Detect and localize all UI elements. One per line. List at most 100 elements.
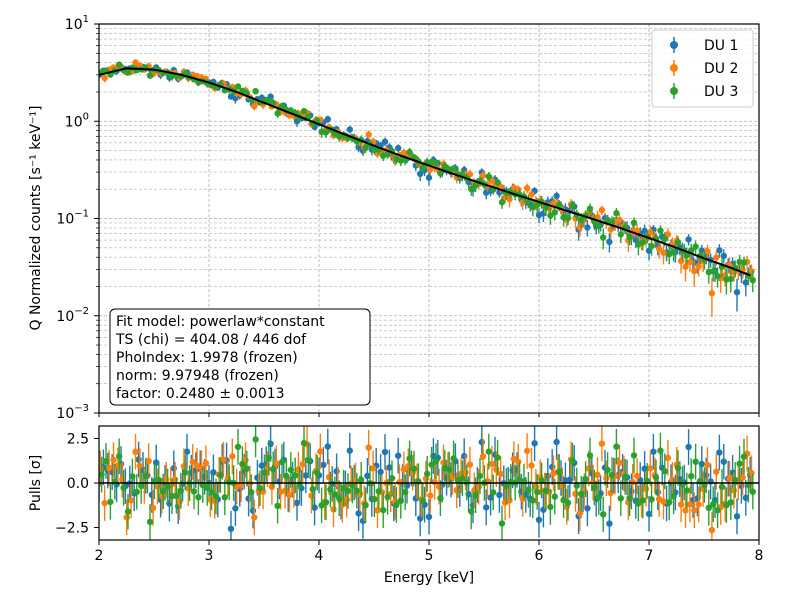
du3-pull-point xyxy=(595,493,602,501)
du2-pull-point xyxy=(339,501,346,508)
legend-entry-du3: DU 3 xyxy=(670,83,738,100)
x-tick-label: 7 xyxy=(645,548,654,564)
du2-pull-point xyxy=(127,497,135,504)
du3-pull-point xyxy=(336,495,343,502)
du2-pull-point xyxy=(479,453,487,460)
du2-pull-point xyxy=(585,465,592,472)
du3-pull-point xyxy=(248,489,255,496)
du2-pull-point xyxy=(453,487,460,494)
du2-pull-point xyxy=(598,440,606,447)
du3-pull-point xyxy=(648,496,655,503)
du2-pull-point xyxy=(616,459,623,466)
x-tick-label: 4 xyxy=(315,548,324,564)
du3-pull-point xyxy=(278,458,286,466)
du2-pull-point xyxy=(145,457,152,465)
du3-pull-point xyxy=(195,494,202,501)
du3-point xyxy=(278,102,286,110)
du2-pull-point xyxy=(726,475,733,482)
du2-pull-point xyxy=(273,460,280,467)
du1-pull-point xyxy=(742,494,749,501)
du1-pull-point xyxy=(685,443,692,451)
du2-point xyxy=(655,245,663,253)
du3-pull-point xyxy=(380,506,387,514)
du2-pull-point xyxy=(251,514,258,521)
fit-annotation: Fit model: powerlaw*constant TS (chi) = … xyxy=(109,308,371,406)
du2-pull-point xyxy=(308,492,315,499)
du2-pull-point xyxy=(405,463,412,470)
du3-pull-point xyxy=(714,507,721,514)
du2-pull-point xyxy=(677,501,685,508)
du2-pull-point xyxy=(330,506,337,513)
du1-pull-point xyxy=(227,525,235,532)
du2-point xyxy=(251,103,258,110)
du2-pull-point xyxy=(325,474,333,481)
du3-point xyxy=(556,201,563,209)
fit-annotation-line-4: norm: 9.97948 (frozen) xyxy=(116,368,279,384)
fit-annotation-line-2: TS (chi) = 404.08 / 446 dof xyxy=(115,332,307,348)
du2-pull-point xyxy=(202,460,210,467)
du3-pull-point xyxy=(410,465,418,472)
du3-pull-point xyxy=(190,488,198,495)
du3-pull-point xyxy=(604,466,611,474)
du2-pull-point xyxy=(713,468,720,475)
du3-pull-point xyxy=(630,452,638,459)
du3-pull-point xyxy=(371,496,378,503)
du3-pull-point xyxy=(305,457,312,464)
du1-pull-point xyxy=(135,456,142,463)
du1-pull-point xyxy=(355,510,362,517)
du2-pull-point xyxy=(523,447,531,455)
du3-point xyxy=(419,164,426,171)
du3-pull-point xyxy=(547,503,554,511)
du3-pull-point xyxy=(582,475,589,483)
du3-pull-point xyxy=(419,497,426,504)
du3-pull-point xyxy=(182,469,189,476)
du3-pull-point xyxy=(710,501,717,508)
legend-label-du1: DU 1 xyxy=(704,38,738,54)
du2-pull-point xyxy=(334,481,342,488)
du1-point xyxy=(395,144,402,152)
du1-pull-point xyxy=(566,476,573,483)
du3-pull-point xyxy=(234,443,242,450)
du2-point xyxy=(682,263,689,271)
du3-pull-point xyxy=(204,484,211,492)
du3-point xyxy=(683,252,690,259)
du2-pull-point xyxy=(149,504,157,511)
du3-pull-point xyxy=(265,454,272,462)
du2-pull-point xyxy=(708,526,716,534)
du3-point xyxy=(146,72,154,79)
du1-point xyxy=(685,236,692,243)
du2-pull-point xyxy=(629,478,636,486)
du1-point xyxy=(346,126,353,133)
model-curve xyxy=(98,67,751,277)
du3-pull-point xyxy=(652,474,660,481)
du2-point xyxy=(686,258,694,266)
du2-point xyxy=(365,131,372,138)
du3-pull-point xyxy=(446,466,453,473)
du1-pull-point xyxy=(645,510,653,518)
y-tick-label: 100 xyxy=(65,111,89,130)
du2-pull-point xyxy=(462,469,469,476)
du3-pull-point xyxy=(679,481,686,488)
du3-pull-point xyxy=(300,439,308,447)
du2-pull-point xyxy=(691,507,698,514)
du3-pull-point xyxy=(534,488,541,496)
du2-pull-point xyxy=(669,476,676,483)
du3-pull-point xyxy=(309,485,316,493)
du3-pull-point xyxy=(692,458,699,465)
du2-point xyxy=(713,254,720,261)
du1-pull-point xyxy=(478,438,485,446)
du3-pull-point xyxy=(736,460,743,467)
du1-pull-point xyxy=(650,448,657,455)
du3-pull-point xyxy=(243,465,250,472)
du3-pull-point xyxy=(212,493,220,500)
du3-point xyxy=(692,243,699,250)
du2-pull-point xyxy=(497,470,504,478)
du2-pull-point xyxy=(343,496,350,503)
du1-pull-point xyxy=(535,516,543,523)
y-tick-label: 10−1 xyxy=(56,209,89,228)
du3-pull-point xyxy=(120,484,127,491)
du1-pull-point xyxy=(553,438,560,446)
du3-point xyxy=(626,234,633,241)
du3-pull-point xyxy=(450,455,457,462)
du3-point xyxy=(252,88,259,95)
